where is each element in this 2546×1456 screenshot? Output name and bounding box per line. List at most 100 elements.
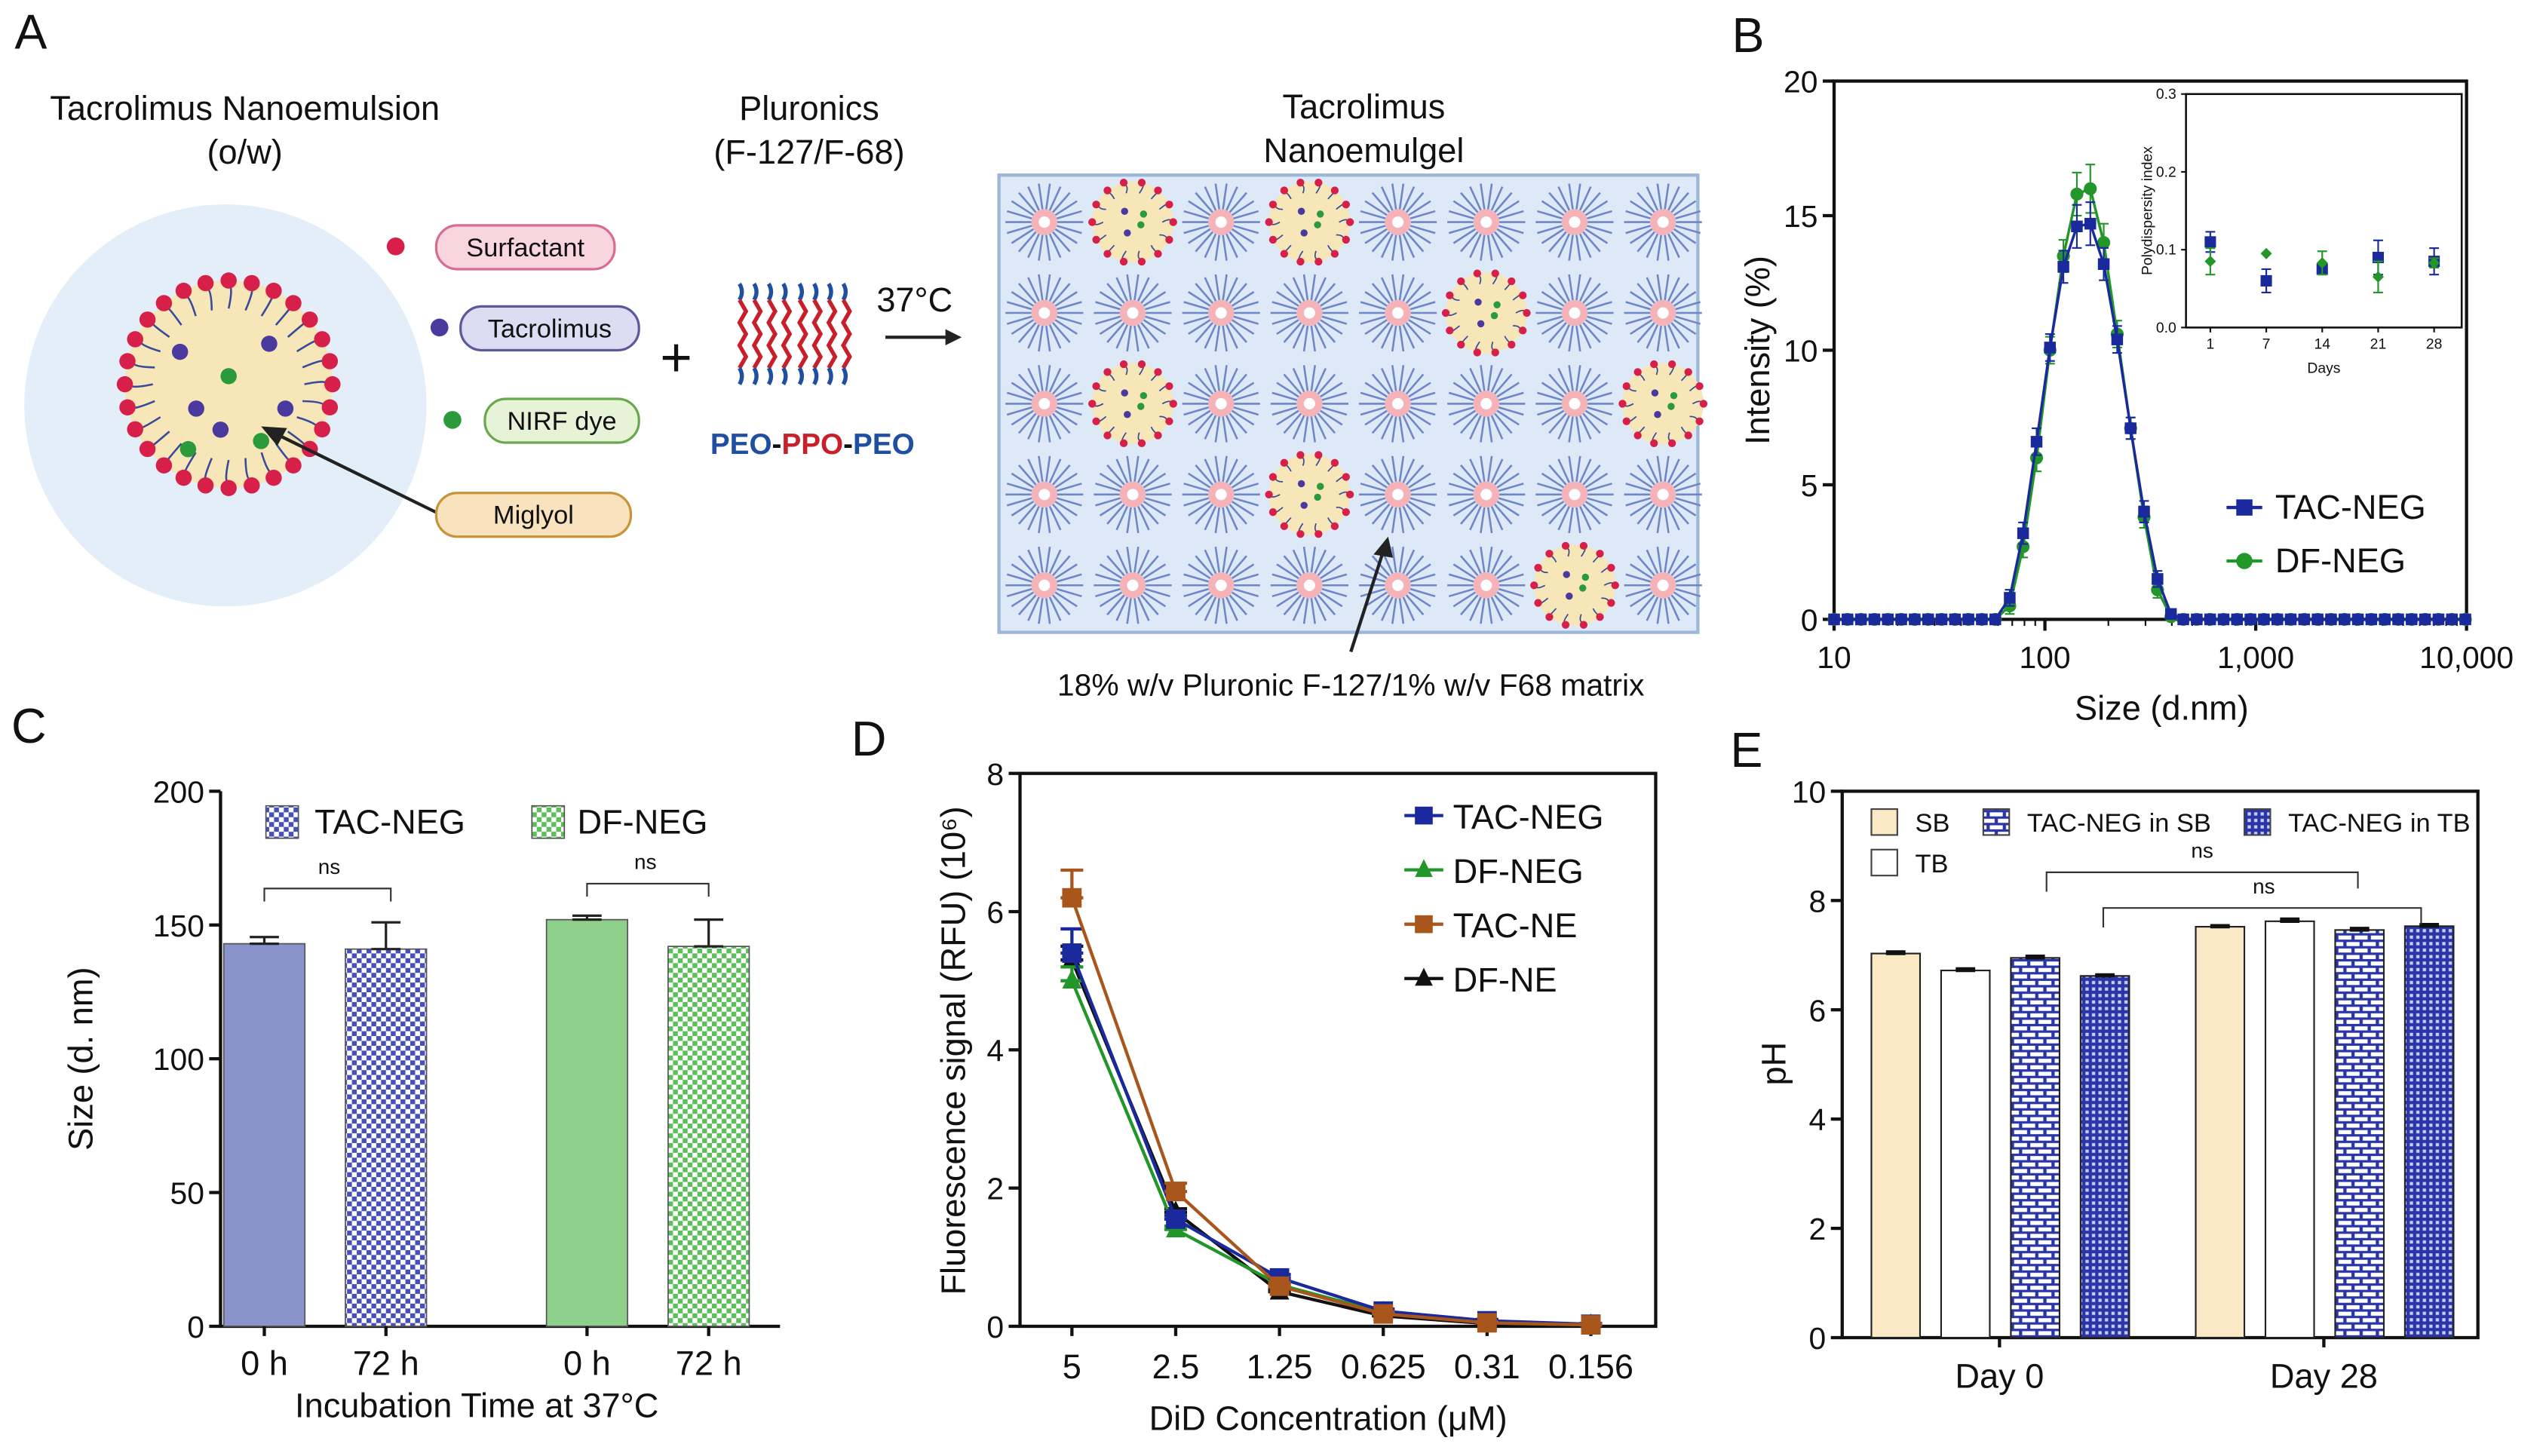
peo-corona [1673,472,1697,489]
peo-corona [1052,283,1071,304]
peo-corona [1233,587,1259,598]
data-point [2325,613,2337,626]
peo-corona [1233,315,1259,325]
peo-corona [1486,547,1493,573]
peo-corona [1557,186,1570,211]
peo-corona [1364,591,1388,608]
peo-corona [1195,231,1213,253]
significance-bracket [2045,871,2359,892]
surfactant-head [1280,458,1289,467]
significance-label: ns [634,851,657,874]
peo-corona [1364,319,1388,336]
peo-corona [1038,547,1044,573]
peo-corona [1452,409,1476,426]
peo-corona [1391,325,1397,352]
peo-corona [1214,547,1221,573]
surfactant-head [1611,581,1619,590]
nirf-dye-molecule [1314,221,1321,228]
surfactant-head [1119,360,1128,369]
peo-corona [1568,325,1574,352]
peo-corona [1391,183,1397,210]
peo-corona [1044,234,1051,261]
peo-corona [1498,573,1524,583]
pluronic-micelle [1270,365,1348,443]
peo-corona [1204,415,1217,440]
x-tick-label: 10,000 [2419,640,2514,675]
data-point [2044,342,2057,354]
data-point [2124,422,2136,434]
peo-corona [1582,412,1601,434]
nirf-dye-molecule [1490,311,1498,320]
peo-corona [1140,464,1159,486]
peo-corona [1145,587,1170,598]
peo-corona [1380,277,1394,302]
surfactant-head [285,457,302,474]
surfactant-head [1154,250,1162,258]
peo-corona [1006,210,1032,219]
surfactant-head [1473,348,1481,357]
surfactant-head [324,375,341,393]
peo-block [738,366,744,386]
peo-corona [1486,598,1493,624]
surfactant-head [1491,269,1499,277]
surfactant-head [1088,400,1097,408]
peo-corona [1143,319,1167,336]
peo-corona [1537,406,1563,416]
surfactant-head [321,353,339,369]
peo-block [812,366,819,386]
surfactant-head [1296,179,1305,187]
peo-corona [1317,412,1336,434]
peo-corona [1233,391,1259,401]
peo-corona [1646,596,1659,621]
data-point [2057,261,2069,273]
peo-corona [1320,563,1343,580]
peo-corona [1494,504,1513,525]
peo-corona [1317,283,1336,304]
peo-corona [1195,412,1213,434]
peo-corona [1448,391,1474,401]
peo-corona [1271,301,1298,311]
data-point [2030,436,2043,448]
surfactant-head [1622,382,1630,391]
peo-corona [1494,373,1513,395]
peo-corona [1006,225,1032,234]
peo-corona [1038,365,1044,391]
peo-label: PEO [710,428,772,461]
peo-corona [1195,322,1213,343]
nirf-dye-molecule [179,440,197,458]
peo-corona [1480,183,1486,210]
peo-corona [1283,373,1302,395]
surfactant-head [1633,368,1642,376]
nanoemulsion-subtitle: (o/w) [207,133,283,171]
peo-corona [1145,301,1170,311]
peo-corona [1271,573,1298,583]
peo-corona [1360,315,1386,325]
dash: - [843,428,853,461]
peo-corona [1099,472,1123,489]
tacrolimus-molecule [1563,571,1570,578]
peo-block [827,282,833,302]
peo-corona [1410,315,1436,325]
y-tick-label: 100 [153,1042,204,1077]
peo-corona [1271,406,1298,416]
surfactant-head [1607,599,1615,607]
legend-marker [2236,499,2253,516]
surfactant-head [139,440,156,458]
surfactant-head [1345,490,1354,499]
peo-corona [1582,192,1601,213]
peo-corona [1664,507,1670,534]
peo-corona [1675,225,1701,234]
peo-corona [1405,594,1425,616]
pluronic-micelle [1624,183,1702,261]
peo-corona [1302,274,1309,301]
x-tick-label: 72 h [353,1344,419,1382]
peo-corona [1670,555,1689,577]
peo-corona [1625,315,1652,325]
surfactant-head [265,282,282,299]
peo-corona [1048,458,1062,483]
micelle-center [1480,216,1492,228]
peo-corona [1283,555,1302,577]
surfactant-head [1622,417,1630,425]
data-point [2244,613,2256,626]
peo-corona [1402,596,1416,621]
